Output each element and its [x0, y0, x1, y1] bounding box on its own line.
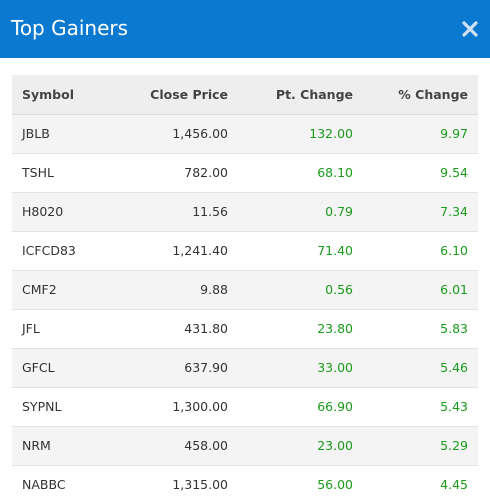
pt-change-cell: 66.90 [238, 387, 363, 427]
table-row: JBLB 1,456.00 132.00 9.97 [12, 114, 478, 154]
close-price-cell: 11.56 [108, 192, 238, 232]
symbol-cell: ICFCD83 [12, 231, 108, 271]
pt-change-cell: 0.56 [238, 270, 363, 310]
symbol-cell: H8020 [12, 192, 108, 232]
pt-change-cell: 33.00 [238, 348, 363, 388]
pct-change-cell: 9.54 [363, 153, 478, 193]
pct-change-cell: 7.34 [363, 192, 478, 232]
column-header-pct-change: % Change [363, 75, 478, 115]
close-price-cell: 1,241.40 [108, 231, 238, 271]
pt-change-cell: 132.00 [238, 114, 363, 154]
pct-change-cell: 5.43 [363, 387, 478, 427]
symbol-cell: NABBC [12, 465, 108, 499]
pct-change-cell: 6.10 [363, 231, 478, 271]
close-price-cell: 637.90 [108, 348, 238, 388]
close-price-cell: 1,456.00 [108, 114, 238, 154]
table-row: NRM 458.00 23.00 5.29 [12, 426, 478, 466]
modal-title: Top Gainers [11, 16, 129, 40]
symbol-cell: CMF2 [12, 270, 108, 310]
pt-change-cell: 23.00 [238, 426, 363, 466]
gainers-table-wrapper: Symbol Close Price Pt. Change % Change J… [12, 75, 478, 499]
column-header-pt-change: Pt. Change [238, 75, 363, 115]
close-price-cell: 1,315.00 [108, 465, 238, 499]
pt-change-cell: 56.00 [238, 465, 363, 499]
table-row: TSHL 782.00 68.10 9.54 [12, 153, 478, 193]
table-row: NABBC 1,315.00 56.00 4.45 [12, 465, 478, 499]
close-price-cell: 431.80 [108, 309, 238, 349]
table-row: GFCL 637.90 33.00 5.46 [12, 348, 478, 388]
close-price-cell: 1,300.00 [108, 387, 238, 427]
column-header-close-price: Close Price [108, 75, 238, 115]
symbol-cell: JBLB [12, 114, 108, 154]
pct-change-cell: 5.83 [363, 309, 478, 349]
gainers-table: Symbol Close Price Pt. Change % Change J… [12, 75, 478, 499]
pct-change-cell: 4.45 [363, 465, 478, 499]
close-icon[interactable] [460, 19, 480, 39]
pct-change-cell: 5.46 [363, 348, 478, 388]
pct-change-cell: 9.97 [363, 114, 478, 154]
pt-change-cell: 71.40 [238, 231, 363, 271]
table-row: H8020 11.56 0.79 7.34 [12, 192, 478, 232]
close-price-cell: 782.00 [108, 153, 238, 193]
close-price-cell: 458.00 [108, 426, 238, 466]
symbol-cell: TSHL [12, 153, 108, 193]
table-row: ICFCD83 1,241.40 71.40 6.10 [12, 231, 478, 271]
table-row: JFL 431.80 23.80 5.83 [12, 309, 478, 349]
pt-change-cell: 0.79 [238, 192, 363, 232]
modal-header: Top Gainers [0, 0, 490, 58]
pct-change-cell: 6.01 [363, 270, 478, 310]
close-price-cell: 9.88 [108, 270, 238, 310]
pt-change-cell: 23.80 [238, 309, 363, 349]
symbol-cell: GFCL [12, 348, 108, 388]
pct-change-cell: 5.29 [363, 426, 478, 466]
symbol-cell: SYPNL [12, 387, 108, 427]
table-header-row: Symbol Close Price Pt. Change % Change [12, 75, 478, 115]
symbol-cell: NRM [12, 426, 108, 466]
pt-change-cell: 68.10 [238, 153, 363, 193]
table-row: CMF2 9.88 0.56 6.01 [12, 270, 478, 310]
symbol-cell: JFL [12, 309, 108, 349]
table-row: SYPNL 1,300.00 66.90 5.43 [12, 387, 478, 427]
column-header-symbol: Symbol [12, 75, 108, 115]
